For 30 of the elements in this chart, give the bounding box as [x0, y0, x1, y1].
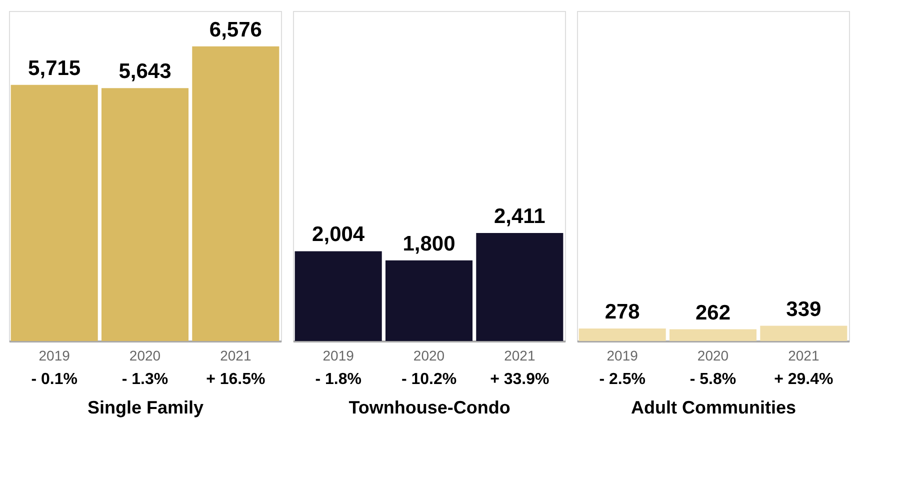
x-tick-label: 2019	[606, 348, 638, 364]
x-tick-label: 2019	[38, 348, 70, 364]
text: + 29.4%	[774, 371, 834, 388]
text: + 33.9%	[490, 371, 550, 388]
text: + 16.5%	[206, 371, 266, 388]
x-tick-label: 2021	[220, 348, 252, 364]
x-axis-title: Adult Communities	[631, 398, 796, 418]
text: - 1.8%	[315, 371, 362, 388]
data-label: 2,004	[312, 223, 365, 246]
x-tick-label: 2020	[697, 348, 729, 364]
data-label: 6,576	[209, 18, 262, 42]
text: - 1.3%	[122, 371, 168, 388]
text: - 2.5%	[599, 371, 646, 388]
x-tick-label: 2021	[788, 348, 820, 364]
data-label: 262	[695, 301, 731, 324]
x-axis-title: Townhouse-Condo	[348, 398, 510, 418]
x-tick-label: 2020	[413, 348, 445, 364]
text: - 0.1%	[31, 371, 78, 388]
data-label: 339	[786, 298, 822, 321]
data-label: 5,715	[28, 56, 81, 80]
text: - 5.8%	[690, 371, 736, 388]
x-axis-title: Single Family	[87, 398, 204, 418]
data-label: 5,643	[118, 60, 172, 84]
data-label: 278	[604, 300, 640, 324]
text: - 10.2%	[401, 371, 457, 388]
x-tick-label: 2020	[129, 348, 161, 364]
data-label: 1,800	[402, 232, 456, 256]
x-tick-label: 2019	[322, 348, 354, 364]
x-tick-label: 2021	[504, 348, 536, 364]
data-label: 2,411	[494, 204, 546, 228]
